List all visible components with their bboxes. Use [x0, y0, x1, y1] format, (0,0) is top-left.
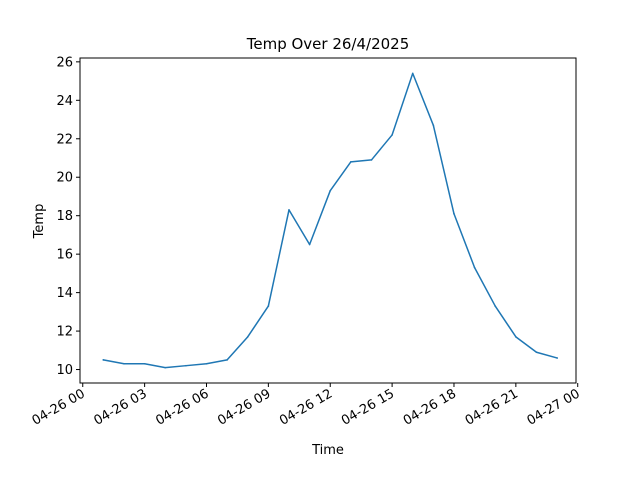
plot-layer [102, 72, 559, 369]
data-point [453, 212, 455, 215]
y-tick-label: 22 [56, 132, 73, 147]
data-point [143, 362, 146, 365]
y-tick-label: 14 [56, 286, 73, 301]
y-tick-label: 24 [56, 94, 73, 109]
data-point [535, 351, 538, 354]
data-point [226, 359, 228, 361]
data-point [432, 124, 435, 127]
data-point [473, 266, 476, 269]
y-axis: 10 12 14 16 18 20 22 24 26 [56, 55, 80, 378]
y-tick-label: 12 [56, 325, 73, 340]
y-axis-title: Temp [32, 204, 47, 240]
y-tick-label: 16 [56, 248, 73, 263]
data-point [411, 72, 414, 75]
data-point [350, 161, 352, 163]
plot-frame [79, 57, 577, 384]
y-tick-label: 20 [56, 171, 73, 186]
data-point [391, 134, 393, 136]
data-point [288, 209, 290, 211]
data-point [185, 364, 187, 367]
data-point [267, 305, 270, 307]
data-point [494, 305, 497, 307]
data-point [556, 357, 558, 359]
data-point [515, 336, 517, 338]
y-tick-label: 18 [56, 209, 73, 224]
data-point [246, 336, 249, 338]
y-tick-label: 26 [56, 55, 73, 70]
data-point [370, 159, 373, 161]
y-tick-label: 10 [56, 363, 73, 378]
x-axis-title: Time [311, 443, 344, 458]
chart-title: Temp Over 26/4/2025 [246, 35, 410, 53]
data-point [308, 243, 311, 246]
data-point [164, 366, 167, 369]
data-point [123, 362, 125, 365]
data-point [102, 359, 105, 361]
data-point [329, 189, 332, 192]
data-point [205, 362, 208, 365]
